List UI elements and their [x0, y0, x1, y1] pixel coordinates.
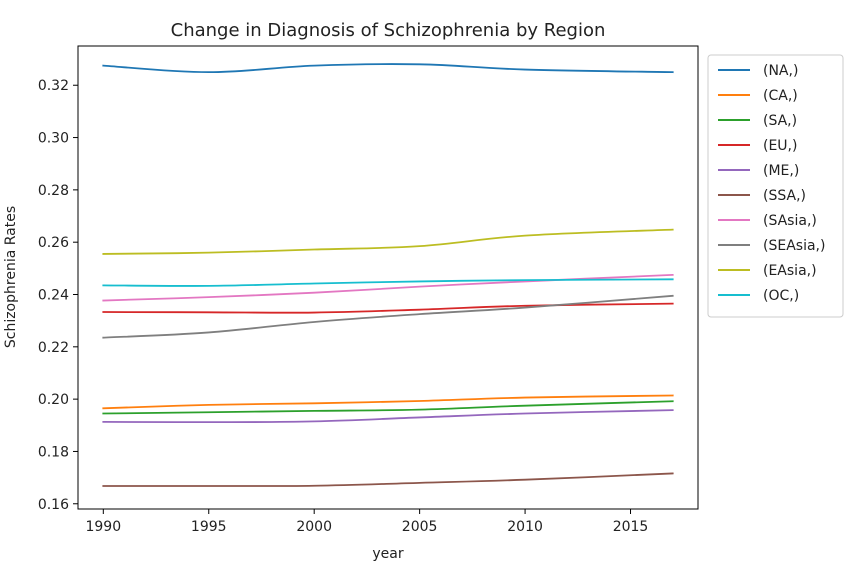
legend-label: (SAsia,) — [763, 213, 817, 229]
y-axis: 0.16 0.18 0.20 0.22 0.24 0.26 0.28 0.30 0.32 — [38, 78, 78, 513]
x-tick-label: 2010 — [507, 519, 543, 535]
x-tick-label: 2015 — [613, 519, 649, 535]
y-tick-label: 0.18 — [38, 444, 69, 460]
y-tick-label: 0.32 — [38, 78, 69, 94]
y-tick-label: 0.30 — [38, 131, 69, 147]
series-line-seasia — [102, 294, 674, 339]
legend-label: (CA,) — [763, 88, 798, 104]
x-axis-title: year — [372, 546, 403, 562]
x-tick-label: 1995 — [191, 519, 227, 535]
legend: (NA,) (CA,) (SA,) (EU,) (ME,) (SSA,) (SAsia,) (… — [707, 54, 844, 318]
series-line-sa — [102, 400, 674, 415]
legend-label: (SSA,) — [763, 188, 806, 204]
x-tick-label: 2005 — [402, 519, 438, 535]
series-layer — [102, 63, 674, 487]
y-axis-title: Schizophrenia Rates — [3, 206, 19, 348]
y-tick-label: 0.28 — [38, 183, 69, 199]
series-line-ssa — [102, 472, 674, 487]
chart-title: Change in Diagnosis of Schizophrenia by … — [171, 20, 606, 41]
series-line-ca — [102, 394, 674, 410]
y-tick-label: 0.26 — [38, 235, 69, 251]
legend-label: (ME,) — [763, 163, 799, 179]
series-line-eu — [102, 302, 674, 314]
legend-label: (OC,) — [763, 288, 799, 304]
plot-frame — [77, 45, 699, 510]
legend-label: (SEAsia,) — [763, 238, 825, 254]
series-line-na — [102, 63, 674, 74]
series-line-sasia — [102, 273, 674, 302]
legend-label: (SA,) — [763, 113, 797, 129]
legend-label: (EAsia,) — [763, 263, 817, 279]
x-axis: 1990 1995 2000 2005 2010 2015 — [85, 509, 648, 535]
series-line-easia — [102, 228, 674, 255]
series-line-oc — [102, 278, 674, 287]
y-tick-label: 0.20 — [38, 392, 69, 408]
y-tick-label: 0.24 — [38, 288, 69, 304]
x-tick-label: 1990 — [85, 519, 121, 535]
y-tick-label: 0.22 — [38, 340, 69, 356]
legend-label: (NA,) — [763, 63, 798, 79]
x-tick-label: 2000 — [296, 519, 332, 535]
legend-label: (EU,) — [763, 138, 797, 154]
y-tick-label: 0.16 — [38, 497, 69, 513]
series-line-me — [102, 409, 674, 424]
